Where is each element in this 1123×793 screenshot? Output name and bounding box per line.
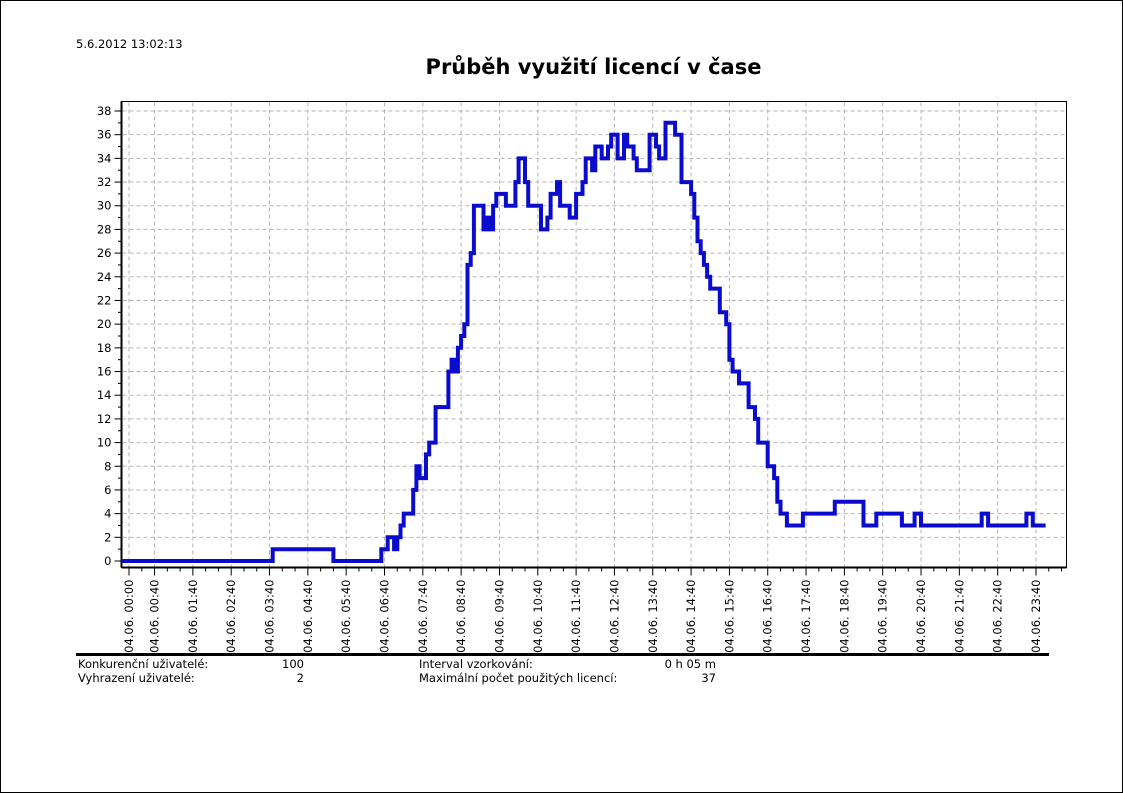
footer-divider: [76, 653, 1049, 656]
x-tick-label: 04.06. 11:40: [569, 580, 583, 653]
y-tick-label: 2: [104, 530, 111, 544]
y-tick-label: 16: [97, 365, 112, 379]
y-tick-label: 36: [97, 128, 112, 142]
x-tick-label: 04.06. 09:40: [492, 580, 506, 653]
y-tick-label: 38: [97, 104, 112, 118]
chart-title: Průběh využití licencí v čase: [425, 55, 762, 79]
y-tick-label: 28: [97, 222, 112, 236]
x-tick-label: 04.06. 08:40: [454, 580, 468, 653]
x-tick-label: 04.06. 12:40: [607, 580, 621, 653]
footer-value-reserved-users: 2: [296, 671, 304, 685]
report-timestamp: 5.6.2012 13:02:13: [76, 37, 183, 51]
footer-label-sampling-interval: Interval vzorkování:: [419, 657, 533, 671]
x-tick-label: 04.06. 06:40: [377, 580, 391, 653]
y-tick-label: 18: [97, 341, 112, 355]
x-tick-label: 04.06. 00:40: [148, 580, 162, 653]
y-tick-label: 10: [97, 436, 112, 450]
x-tick-label: 04.06. 14:40: [684, 580, 698, 653]
license-usage-step-line: [121, 120, 1046, 563]
x-tick-label: 04.06. 17:40: [799, 580, 813, 653]
y-tick-label: 30: [97, 199, 112, 213]
x-tick-label: 04.06. 03:40: [263, 580, 277, 653]
footer-value-max-used-licenses: 37: [701, 671, 716, 685]
y-tick-label: 6: [104, 483, 111, 497]
x-tick-label: 04.06. 04:40: [301, 580, 315, 653]
y-tick-label: 20: [97, 317, 112, 331]
x-tick-label: 04.06. 16:40: [761, 580, 775, 653]
y-tick-label: 8: [104, 459, 111, 473]
footer-value-sampling-interval: 0 h 05 m: [664, 657, 716, 671]
x-tick-label: 04.06. 10:40: [531, 580, 545, 653]
gridlines: [122, 102, 1066, 567]
y-tick-label: 22: [97, 293, 112, 307]
y-tick-label: 26: [97, 246, 112, 260]
x-tick-label: 04.06. 02:40: [224, 580, 238, 653]
y-tick-label: 12: [97, 412, 112, 426]
x-tick-label: 04.06. 07:40: [416, 580, 430, 653]
x-tick-label: 04.06. 21:40: [952, 579, 966, 652]
footer-label-max-used-licenses: Maximální počet použitých licencí:: [419, 671, 618, 685]
x-tick-label: 04.06. 18:40: [837, 580, 851, 653]
x-tick-label: 04.06. 15:40: [722, 580, 736, 653]
x-tick-label: 04.06. 23:40: [1029, 580, 1043, 653]
x-tick-label: 04.06. 01:40: [186, 580, 200, 653]
y-tick-label: 0: [104, 554, 111, 568]
license-usage-chart: 0246810121416182022242628303234363804.06…: [97, 101, 1067, 653]
x-tick-label: 04.06. 00:00: [122, 580, 136, 653]
x-tick-label: 04.06. 19:40: [876, 580, 890, 653]
footer-label-reserved-users: Vyhrazení uživatelé:: [78, 671, 195, 685]
y-tick-label: 24: [97, 270, 112, 284]
x-tick-label: 04.06. 05:40: [339, 580, 353, 653]
x-tick-label: 04.06. 20:40: [914, 580, 928, 653]
footer-label-concurrent-users: Konkurenční uživatelé:: [78, 657, 209, 671]
y-tick-label: 34: [97, 151, 112, 165]
x-tick-label: 04.06. 13:40: [646, 580, 660, 653]
y-tick-label: 14: [97, 388, 112, 402]
footer-value-concurrent-users: 100: [282, 657, 304, 671]
x-axis-ticks-and-labels: 04.06. 00:00 04.06. 00:40 04.06. 01:40 04.0…: [122, 567, 1063, 653]
x-tick-label: 04.06. 22:40: [991, 579, 1005, 652]
y-tick-label: 32: [97, 175, 112, 189]
y-tick-label: 4: [104, 507, 111, 521]
